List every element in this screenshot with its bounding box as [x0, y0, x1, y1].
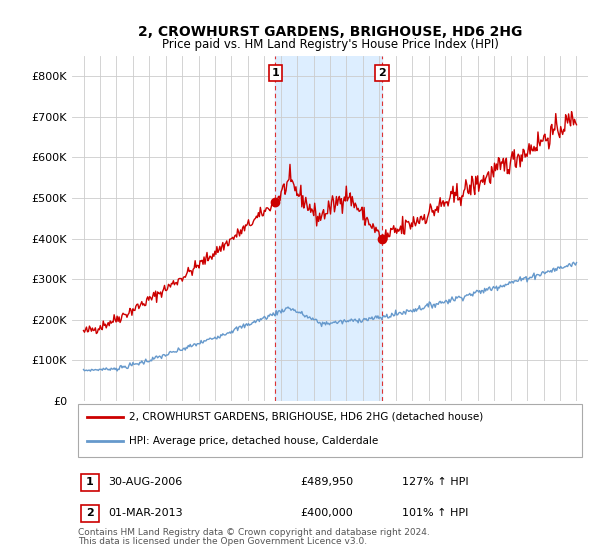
Text: 127% ↑ HPI: 127% ↑ HPI	[402, 477, 469, 487]
Text: £489,950: £489,950	[300, 477, 353, 487]
Text: 30-AUG-2006: 30-AUG-2006	[108, 477, 182, 487]
Text: Price paid vs. HM Land Registry's House Price Index (HPI): Price paid vs. HM Land Registry's House …	[161, 38, 499, 51]
Text: 101% ↑ HPI: 101% ↑ HPI	[402, 508, 469, 519]
Text: This data is licensed under the Open Government Licence v3.0.: This data is licensed under the Open Gov…	[78, 537, 367, 546]
Text: 2, CROWHURST GARDENS, BRIGHOUSE, HD6 2HG (detached house): 2, CROWHURST GARDENS, BRIGHOUSE, HD6 2HG…	[129, 412, 483, 422]
Text: £400,000: £400,000	[300, 508, 353, 519]
Text: 1: 1	[271, 68, 279, 78]
Text: 2: 2	[86, 508, 94, 519]
Bar	[275, 56, 382, 401]
Text: HPI: Average price, detached house, Calderdale: HPI: Average price, detached house, Cald…	[129, 436, 378, 446]
Text: 2: 2	[378, 68, 386, 78]
Text: Contains HM Land Registry data © Crown copyright and database right 2024.: Contains HM Land Registry data © Crown c…	[78, 528, 430, 537]
Text: 1: 1	[86, 477, 94, 487]
Text: 2, CROWHURST GARDENS, BRIGHOUSE, HD6 2HG: 2, CROWHURST GARDENS, BRIGHOUSE, HD6 2HG	[138, 25, 522, 39]
Text: 01-MAR-2013: 01-MAR-2013	[108, 508, 182, 519]
